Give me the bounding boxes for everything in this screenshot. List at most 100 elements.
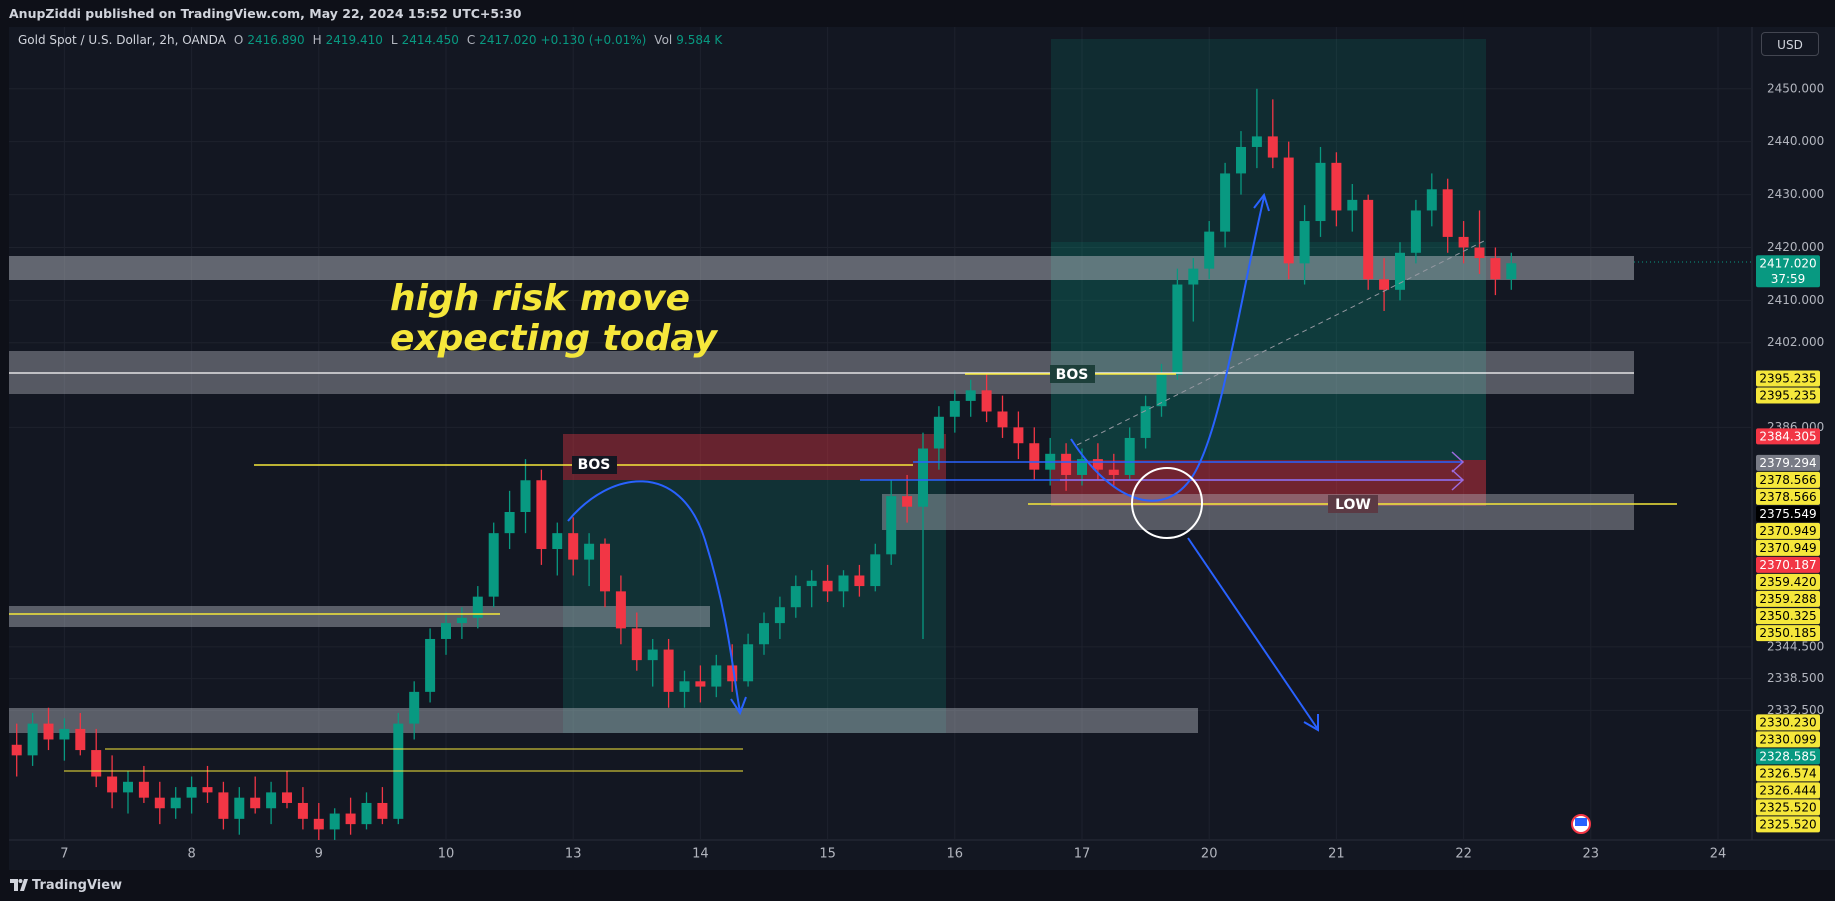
x-tick-label: 7 xyxy=(60,847,68,862)
price-label: 2330.230 xyxy=(1759,715,1816,729)
price-label: 2378.566 xyxy=(1759,473,1816,487)
price-label-box xyxy=(1756,782,1820,799)
price-label: 2325.520 xyxy=(1759,800,1816,814)
drawings-front: BOS BOS LOW high risk move expecting tod… xyxy=(9,192,1752,834)
candle-body xyxy=(1061,453,1072,475)
x-tick-label: 8 xyxy=(187,847,195,862)
volume-key: Vol xyxy=(654,33,673,47)
currency-button[interactable]: USD xyxy=(1761,32,1819,56)
gray-zone xyxy=(9,606,710,627)
candle-body xyxy=(1092,459,1103,470)
candle-body xyxy=(1108,469,1119,475)
chart: BOS BOS LOW high risk move expecting tod… xyxy=(9,27,1835,870)
logo-dot xyxy=(18,879,23,883)
price-label-box xyxy=(1756,471,1820,488)
x-tick-label: 21 xyxy=(1328,847,1345,862)
candle-body xyxy=(711,665,722,687)
candles xyxy=(11,88,1517,840)
ohlc-value: 2419.410 xyxy=(325,33,383,47)
candle-body xyxy=(488,533,499,597)
candle-body xyxy=(329,813,340,830)
logo-shape xyxy=(10,879,28,891)
price-label: 2326.574 xyxy=(1759,766,1816,780)
candle-body xyxy=(250,797,261,809)
price-label-box xyxy=(1756,590,1820,607)
candle-body xyxy=(123,781,133,793)
price-label-box xyxy=(1756,731,1820,748)
x-tick-label: 10 xyxy=(438,847,455,862)
candle-body xyxy=(870,554,881,587)
candle-body xyxy=(949,400,960,417)
straight-arrow xyxy=(1187,537,1318,729)
target-zone xyxy=(563,480,946,733)
candle-body xyxy=(138,781,149,798)
gray-zone xyxy=(9,708,1198,733)
candle-body xyxy=(1140,406,1151,438)
price-label-box xyxy=(1756,522,1820,539)
candle-body xyxy=(647,649,658,661)
candle-body xyxy=(790,586,801,608)
candle-body xyxy=(1236,146,1246,174)
candle-body xyxy=(552,533,563,550)
x-tick-label: 13 xyxy=(565,847,582,862)
y-tick-label: 2338.500 xyxy=(1767,671,1824,685)
price-label-box xyxy=(1756,370,1820,387)
price-label: 2328.585 xyxy=(1759,749,1816,763)
price-label-box xyxy=(1756,387,1820,404)
volume: 9.584 K xyxy=(676,33,723,47)
candle-body xyxy=(1410,210,1421,253)
price-label: 2378.566 xyxy=(1759,490,1816,504)
candle-body xyxy=(600,543,610,592)
bos-label: BOS xyxy=(1056,367,1089,383)
price-label-box xyxy=(1756,573,1820,590)
price-label-box xyxy=(1756,799,1820,816)
candle-body xyxy=(536,480,547,550)
candle-body xyxy=(1506,263,1517,280)
candle-body xyxy=(504,512,515,534)
candle-body xyxy=(918,448,928,507)
candle-body xyxy=(759,623,769,645)
price-label: 2359.420 xyxy=(1759,575,1816,589)
price-label: 2350.185 xyxy=(1759,626,1816,640)
candle-body xyxy=(170,797,181,809)
candle-body xyxy=(472,596,483,618)
candle-body xyxy=(774,607,785,624)
publisher-bar: AnupZiddi published on TradingView.com, … xyxy=(0,0,1835,27)
candle-body xyxy=(43,723,54,740)
curve-arrow xyxy=(567,480,741,712)
price-label-box xyxy=(1756,714,1820,731)
price-label-box xyxy=(1756,748,1820,765)
x-tick-label: 20 xyxy=(1201,847,1218,862)
candle-body xyxy=(1283,157,1294,264)
candle-body xyxy=(27,723,38,756)
candle-body xyxy=(933,416,944,449)
legend: Gold Spot / U.S. Dollar, 2h, OANDA O 2416… xyxy=(18,33,722,47)
price-label: 2375.549 xyxy=(1759,507,1816,521)
candle-body xyxy=(11,744,22,756)
ohlc-value: 2414.450 xyxy=(401,33,459,47)
price-label-box xyxy=(1756,608,1820,625)
curve-arrow xyxy=(1070,196,1265,502)
dashed-line xyxy=(1076,239,1487,446)
candle-body xyxy=(1267,136,1278,158)
candle-body xyxy=(409,691,420,724)
event-flag-icon xyxy=(1575,818,1587,826)
candle-body xyxy=(1490,258,1501,280)
candle-body xyxy=(1363,199,1374,280)
grid xyxy=(9,27,1752,840)
x-tick-label: 17 xyxy=(1074,847,1091,862)
annotation-text: high risk move xyxy=(390,278,690,319)
x-tick-label: 15 xyxy=(819,847,836,862)
label-bg xyxy=(1328,495,1378,513)
price-label-box xyxy=(1756,428,1820,445)
ohlc-key: C xyxy=(466,33,476,47)
candle-body xyxy=(568,533,579,560)
price-label: 2395.235 xyxy=(1759,389,1816,403)
price-label: 2384.305 xyxy=(1759,429,1816,443)
axes: 2450.000 2440.000 2430.000 2420.000 2410.000… xyxy=(60,81,1824,861)
candle-body xyxy=(965,390,976,401)
stop-zone xyxy=(563,434,946,480)
low-label: LOW xyxy=(1335,497,1371,513)
candle-body xyxy=(520,480,531,513)
change: +0.130 (+0.01%) xyxy=(540,33,647,47)
